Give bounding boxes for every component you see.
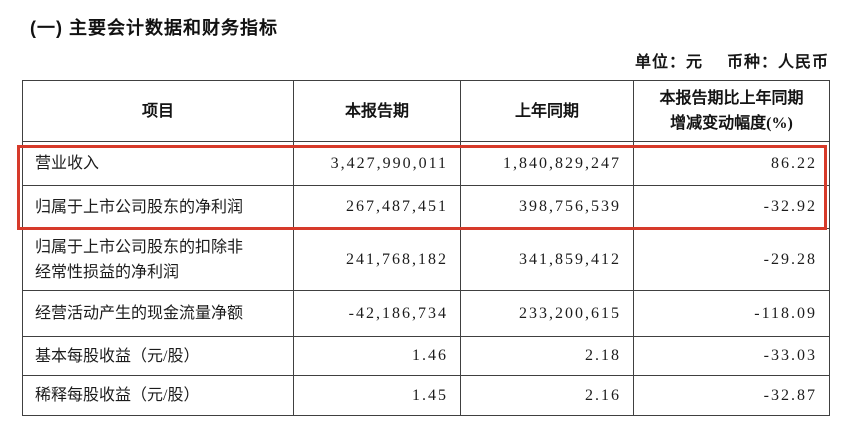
financial-indicators-table: 项目 本报告期 上年同期 本报告期比上年同期 增减变动幅度(%) 营业收入 [22,80,830,416]
col-header-change-pct: 本报告期比上年同期 增减变动幅度(%) [633,80,830,142]
current-period-cell: 3,427,990,011 [293,141,461,186]
col-header-current-period: 本报告期 [293,80,461,142]
table-row-revenue: 营业收入 3,427,990,011 1,840,829,247 86.22 [22,141,830,186]
item-cell: 稀释每股收益（元/股） [22,375,294,416]
item-text: 经常性损益的净利润 [35,263,180,281]
prior-period-cell: 2.16 [460,375,634,416]
prior-period-cell: 398,756,539 [460,185,634,229]
current-period-cell: 241,768,182 [293,228,461,291]
currency-label: 币种：人民币 [726,54,829,71]
section-title: (一) 主要会计数据和财务指标 [30,18,278,38]
item-cell: 营业收入 [22,141,294,186]
item-text: 基本每股收益（元/股） [35,347,200,365]
current-period-cell: -42,186,734 [293,290,461,337]
change-pct-cell: -29.28 [633,228,830,291]
change-pct-cell: -33.03 [633,336,830,376]
unit-note: 单位：元 币种：人民币 [635,48,829,72]
header-line: 项目 [141,102,174,120]
prior-period-cell: 233,200,615 [460,290,634,337]
table-row-net-profit-excl-nonrecurring: 归属于上市公司股东的扣除非 经常性损益的净利润 241,768,182 341,… [22,228,830,291]
item-text: 稀释每股收益（元/股） [35,387,200,404]
current-period-cell: 267,487,451 [293,185,461,229]
col-header-prior-period: 上年同期 [460,80,634,142]
item-text: 归属于上市公司股东的净利润 [35,198,244,216]
prior-period-cell: 341,859,412 [460,228,634,291]
table-row-operating-cash-flow: 经营活动产生的现金流量净额 -42,186,734 233,200,615 -1… [22,290,830,337]
current-period-cell: 1.45 [293,375,461,416]
change-pct-cell: -32.87 [633,375,830,416]
table-row-net-profit: 归属于上市公司股东的净利润 267,487,451 398,756,539 -3… [22,185,830,229]
header-line: 上年同期 [514,102,579,120]
change-pct-cell: -118.09 [633,290,830,337]
item-text: 营业收入 [35,155,100,172]
unit-label: 单位：元 [634,54,703,71]
current-period-cell: 1.46 [293,336,461,376]
item-cell: 归属于上市公司股东的净利润 [22,185,294,229]
item-text: 经营活动产生的现金流量净额 [35,305,244,322]
col-header-item: 项目 [22,80,294,142]
item-text: 归属于上市公司股东的扣除非 [35,238,244,256]
table-row-diluted-eps: 稀释每股收益（元/股） 1.45 2.16 -32.87 [22,375,830,416]
item-cell: 归属于上市公司股东的扣除非 经常性损益的净利润 [22,228,294,291]
item-cell: 基本每股收益（元/股） [22,336,294,376]
table-header-row: 项目 本报告期 上年同期 本报告期比上年同期 增减变动幅度(%) [22,80,830,142]
header-line: 本报告期 [344,102,409,120]
change-pct-cell: -32.92 [633,185,830,229]
header-line: 增减变动幅度(%) [670,115,793,132]
header-line: 本报告期比上年同期 [659,90,804,107]
table-row-basic-eps: 基本每股收益（元/股） 1.46 2.18 -33.03 [22,336,830,376]
prior-period-cell: 2.18 [460,336,634,376]
change-pct-cell: 86.22 [633,141,830,186]
prior-period-cell: 1,840,829,247 [460,141,634,186]
item-cell: 经营活动产生的现金流量净额 [22,290,294,337]
